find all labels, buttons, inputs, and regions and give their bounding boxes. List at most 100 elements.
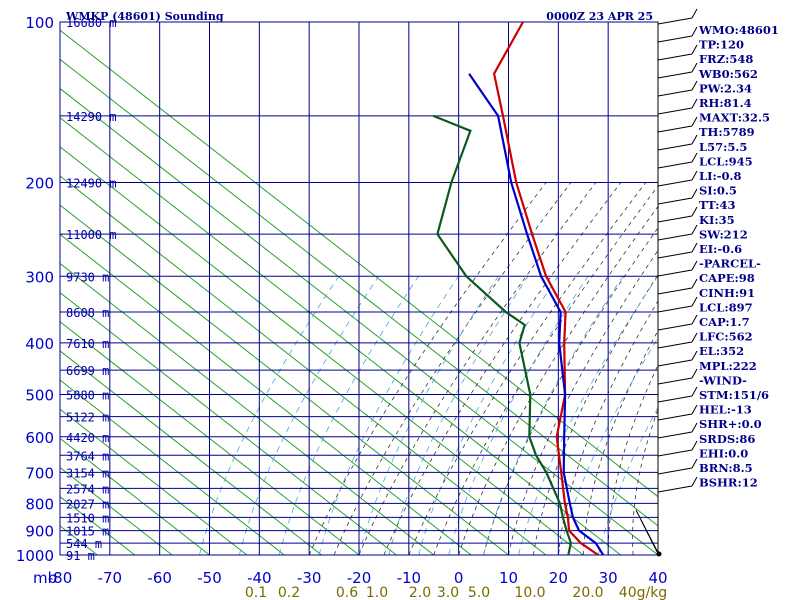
index-label: HEL:-13: [699, 403, 752, 417]
wind-barb: [657, 8, 698, 25]
wind-barb-shaft: [657, 17, 693, 25]
wind-barb-flag: [691, 350, 698, 361]
moist-adiabat: [508, 249, 658, 556]
wind-barb-flag: [691, 170, 698, 181]
index-label: TP:120: [699, 38, 744, 52]
wind-barb-flag: [691, 440, 698, 451]
wind-barb-flag: [691, 386, 698, 397]
index-label: LFC:562: [699, 330, 753, 344]
pressure-tick-label: 700: [25, 464, 54, 482]
height-label: 9730 m: [66, 270, 109, 284]
time-label: 0000Z 23 APR 25: [546, 10, 653, 23]
wind-barb-flag: [691, 476, 698, 487]
profile-line-0: [492, 22, 599, 556]
height-labels: 16680 m 14290 m 12490 m 11000 m 9730 m 8608 m…: [66, 16, 117, 563]
dry-adiabat: [60, 146, 584, 556]
wind-barb-shaft: [657, 35, 693, 43]
temperature-tick-label: -70: [98, 569, 123, 587]
index-label: LCL:897: [699, 300, 753, 314]
dry-adiabat: [60, 262, 435, 556]
mixing-ratio-label: 10.0: [514, 585, 545, 600]
wind-barb-flag: [691, 8, 698, 19]
wind-barb-flag: [691, 80, 698, 91]
wind-barb-shaft: [657, 323, 693, 331]
wind-barb: [657, 332, 698, 349]
mixing-ratio-line: [239, 276, 379, 556]
index-label: RH:81.4: [699, 96, 752, 110]
wind-barb: [657, 350, 698, 367]
index-label: KI:35: [699, 213, 735, 227]
wind-barb: [657, 152, 698, 169]
index-label: EI:-0.6: [699, 242, 742, 256]
wind-barb-flag: [691, 116, 698, 127]
index-label: STM:151/6: [699, 388, 769, 402]
temperature-tick-label: -50: [197, 569, 222, 587]
mixing-ratio-label: 0.1: [245, 585, 267, 600]
mixing-ratio-line: [318, 276, 459, 556]
index-label: CAPE:98: [699, 271, 755, 285]
pressure-tick-label: 600: [25, 429, 54, 447]
wind-barb: [657, 314, 698, 331]
wind-barb-flag: [691, 44, 698, 55]
wind-barb-shaft: [657, 71, 693, 79]
index-label: SW:212: [699, 227, 748, 241]
mixing-ratio-label: 5.0: [468, 585, 490, 600]
height-label: 12490 m: [66, 176, 117, 190]
wind-barb-shaft: [657, 341, 693, 349]
wind-barb-flag: [691, 332, 698, 343]
dry-adiabat: [60, 175, 547, 556]
height-label: 11000 m: [66, 228, 117, 242]
index-label: WMO:48601: [698, 23, 779, 37]
index-label: BRN:8.5: [699, 461, 753, 475]
height-label: 2574 m: [66, 482, 109, 496]
wind-barb: [657, 242, 698, 259]
wind-barb-shaft: [657, 467, 693, 475]
wind-barb-flag: [691, 26, 698, 37]
temperature-tick-label: 40: [648, 569, 667, 587]
mixing-ratio-label: 0.2: [278, 585, 300, 600]
dry-adiabat: [60, 291, 397, 556]
moist-adiabat: [632, 408, 658, 556]
surface-wind-dot: [656, 551, 662, 557]
wind-barbs: [635, 8, 698, 557]
height-label: 5122 m: [66, 411, 109, 425]
mixing-ratio-line: [199, 276, 340, 556]
indices-panel: WMO:48601TP:120FRZ:548WB0:562PW:2.34RH:8…: [698, 23, 779, 490]
height-label: 91 m: [66, 549, 95, 563]
wind-barb-shaft: [657, 89, 693, 97]
pressure-tick-label: 400: [25, 335, 54, 353]
wind-barb-flag: [691, 62, 698, 73]
wind-barb-shaft: [657, 251, 693, 259]
index-label: LI:-0.8: [699, 169, 742, 183]
dry-adiabat: [60, 350, 322, 556]
index-label: -PARCEL-: [699, 257, 761, 271]
index-label: SRDS:86: [699, 432, 755, 446]
pressure-tick-label: 900: [25, 523, 54, 541]
mixing-ratio-line: [483, 276, 624, 556]
height-label: 544 m: [66, 537, 102, 551]
wind-barb: [657, 404, 698, 421]
wind-barb-shaft: [657, 53, 693, 61]
dry-adiabat: [60, 379, 285, 556]
pressure-tick-label: 1000: [16, 547, 54, 565]
wind-barb: [657, 134, 698, 151]
dry-adiabat: [60, 29, 658, 498]
wind-barb-flag: [691, 188, 698, 199]
index-label: TH:5789: [699, 125, 755, 139]
wind-barb-shaft: [657, 449, 693, 457]
index-label: CAP:1.7: [699, 315, 750, 329]
mixing-ratio-label: 1.0: [366, 585, 388, 600]
wind-barb-flag: [691, 224, 698, 235]
wind-barb-flag: [691, 152, 698, 163]
index-label: L57:5.5: [699, 140, 747, 154]
wind-barb: [657, 368, 698, 385]
wind-barb-shaft: [657, 431, 693, 439]
wind-barb: [657, 116, 698, 133]
pressure-tick-label: 100: [25, 14, 54, 32]
pressure-tick-label: 800: [25, 495, 54, 513]
index-label: WB0:562: [698, 67, 758, 81]
index-label: TT:43: [699, 198, 736, 212]
dry-adiabat: [60, 437, 210, 556]
index-label: PW:2.34: [699, 81, 752, 95]
